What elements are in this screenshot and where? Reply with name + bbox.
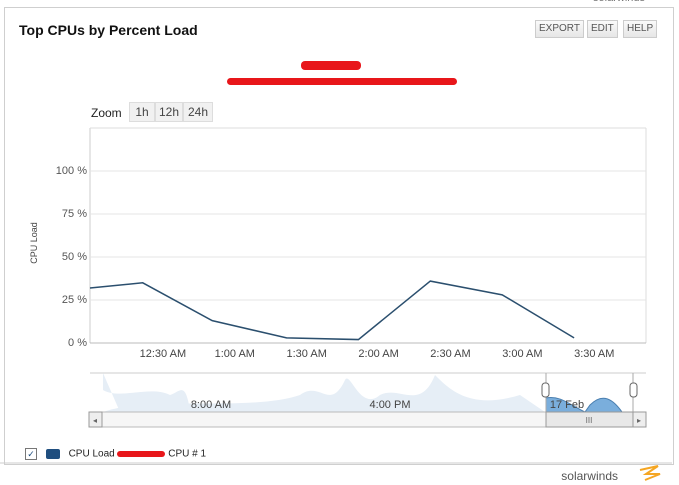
solarwinds-flame-icon [639, 465, 661, 481]
y-tick-label: 100 % [55, 165, 87, 177]
top-brand-text: solarwinds [593, 0, 645, 4]
x-tick-label: 3:30 AM [574, 348, 615, 360]
legend-swatch [45, 449, 60, 459]
zoom-24h-button[interactable]: 24h [183, 102, 213, 122]
x-tick-label: 2:00 AM [358, 348, 399, 360]
scroll-left-arrow-icon: ◂ [93, 416, 97, 425]
y-tick-label: 75 % [61, 208, 87, 220]
help-button[interactable]: HELP [623, 20, 658, 38]
navigator-right-handle[interactable] [629, 382, 638, 398]
zoom-1h-button[interactable]: 1h [129, 102, 155, 122]
redacted-node [117, 451, 166, 457]
nav-label-4pm: 4:00 PM [370, 399, 411, 411]
navigator[interactable]: 8:00 AM 4:00 PM 17 Feb [90, 372, 646, 413]
zoom-12h-button[interactable]: 12h [155, 102, 183, 122]
navigator-area [103, 373, 545, 412]
navigator-selected-area [545, 396, 623, 413]
zoom-label: Zoom [91, 106, 122, 120]
y-tick-label: 0 % [68, 337, 87, 349]
x-tick-label: 1:00 AM [214, 348, 255, 360]
edit-button[interactable]: EDIT [587, 20, 618, 38]
x-tick-label: 2:30 AM [430, 348, 471, 360]
export-button[interactable]: EXPORT [535, 20, 584, 38]
legend-label-suffix: CPU # 1 [168, 448, 207, 460]
panel-title: Top CPUs by Percent Load [19, 22, 198, 38]
x-tick-label: 12:30 AM [139, 348, 187, 360]
redacted-subtitle [301, 61, 361, 70]
scroll-right-arrow-icon: ▸ [637, 416, 641, 425]
series-line [89, 280, 575, 341]
nav-label-17feb: 17 Feb [550, 399, 584, 411]
x-tick-label: 1:30 AM [286, 348, 327, 360]
scroll-thumb-grip: III [586, 416, 593, 425]
legend-item[interactable]: ✓ CPU Load CPU # 1 [25, 448, 206, 460]
legend-checkbox[interactable]: ✓ [25, 448, 37, 460]
y-tick-label: 25 % [61, 294, 87, 306]
scroll-right-button[interactable] [632, 411, 647, 428]
y-tick-label: 50 % [61, 251, 87, 263]
resource-panel: Top CPUs by Percent Load EXPORT EDIT HEL… [4, 7, 674, 465]
nav-label-8am: 8:00 AM [191, 399, 231, 411]
legend-label-prefix: CPU Load [68, 448, 115, 460]
scroll-left-button[interactable] [88, 411, 103, 428]
solarwinds-logo: solarwinds [561, 469, 618, 483]
redacted-date [227, 78, 457, 85]
x-tick-label: 3:00 AM [502, 348, 543, 360]
navigator-left-handle[interactable] [541, 382, 550, 398]
